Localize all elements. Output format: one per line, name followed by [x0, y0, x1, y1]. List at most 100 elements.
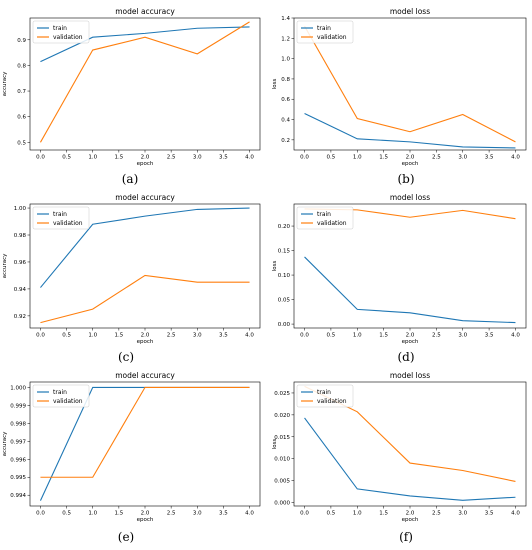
- y-tick-label: 0.7: [17, 89, 26, 95]
- legend-label-train: train: [53, 25, 67, 32]
- x-tick-label: 0.0: [300, 155, 309, 161]
- y-tick-label: 0.015: [274, 435, 290, 441]
- y-axis-label: accuracy: [2, 431, 8, 457]
- x-tick-label: 2.5: [432, 155, 441, 161]
- y-tick-label: 0.999: [10, 403, 26, 409]
- y-tick-label: 0.997: [10, 439, 26, 445]
- x-tick-label: 3.5: [485, 333, 494, 339]
- chart-title: model accuracy: [115, 7, 175, 16]
- y-tick-label: 0.994: [10, 493, 26, 499]
- x-tick-label: 0.5: [62, 511, 71, 517]
- series-line-train: [304, 112, 516, 149]
- x-tick-label: 4.0: [511, 155, 520, 161]
- caption-c: (c): [117, 350, 135, 364]
- y-tick-label: 0.998: [10, 421, 26, 427]
- x-tick-label: 2.0: [141, 511, 150, 517]
- y-tick-label: 0.92: [14, 314, 26, 320]
- x-tick-label: 1.5: [114, 155, 123, 161]
- y-tick-label: 0.025: [274, 391, 290, 397]
- x-axis-label: epoch: [137, 517, 154, 523]
- x-tick-label: 4.0: [245, 333, 254, 339]
- legend-label-validation: validation: [53, 34, 83, 41]
- x-tick-label: 2.0: [141, 155, 150, 161]
- legend-label-validation: validation: [317, 34, 347, 41]
- x-tick-label: 0.5: [327, 155, 336, 161]
- x-axis-label: epoch: [402, 517, 419, 523]
- caption-a: (a): [121, 172, 139, 186]
- x-tick-label: 3.5: [219, 333, 228, 339]
- x-tick-label: 0.5: [62, 155, 71, 161]
- caption-b: (b): [397, 172, 415, 186]
- x-tick-label: 2.5: [432, 333, 441, 339]
- y-tick-label: 0.94: [14, 287, 27, 293]
- series-line-validation: [304, 25, 516, 143]
- y-tick-label: 0.5: [17, 140, 26, 146]
- x-tick-label: 1.5: [379, 155, 388, 161]
- x-tick-label: 2.0: [406, 333, 415, 339]
- y-tick-label: 0.010: [274, 457, 290, 463]
- y-tick-label: 0.98: [14, 233, 27, 239]
- x-tick-label: 0.0: [300, 333, 309, 339]
- x-tick-label: 0.0: [36, 333, 45, 339]
- x-axis-label: epoch: [137, 161, 154, 167]
- x-tick-label: 3.5: [219, 511, 228, 517]
- y-tick-label: 0.005: [274, 479, 290, 485]
- y-tick-label: 0.020: [274, 413, 290, 419]
- y-tick-label: 0.996: [10, 457, 26, 463]
- y-tick-label: 0.05: [278, 298, 291, 304]
- x-tick-label: 0.0: [36, 511, 45, 517]
- x-tick-label: 2.5: [167, 511, 176, 517]
- y-axis-label: loss: [272, 439, 278, 450]
- y-axis-label: loss: [272, 261, 278, 272]
- legend-label-validation: validation: [53, 398, 83, 405]
- x-tick-label: 3.0: [193, 511, 202, 517]
- y-tick-label: 0.4: [281, 118, 290, 124]
- y-tick-label: 0.000: [274, 500, 290, 506]
- chart-c: model accuracy 0.0 0.5 1.0 1.5 2.0 2.5 3.0 3.5 4.…: [2, 193, 261, 345]
- legend-label-validation: validation: [317, 398, 347, 405]
- y-tick-label: 0.995: [10, 475, 26, 481]
- y-tick-label: 0.9: [17, 38, 26, 44]
- legend-label-train: train: [317, 389, 331, 396]
- series-line-validation: [40, 274, 250, 324]
- y-axis-label: accuracy: [2, 253, 8, 279]
- legend-label-train: train: [53, 211, 67, 218]
- x-tick-label: 1.0: [88, 511, 97, 517]
- chart-title: model loss: [390, 7, 430, 16]
- y-tick-label: 0.8: [17, 63, 26, 69]
- x-tick-label: 0.5: [327, 511, 336, 517]
- x-tick-label: 1.0: [353, 155, 362, 161]
- x-tick-label: 1.5: [114, 511, 123, 517]
- caption-e: (e): [117, 530, 135, 544]
- y-tick-label: 0.2: [281, 138, 290, 144]
- x-tick-label: 1.0: [353, 333, 362, 339]
- x-tick-label: 1.5: [379, 333, 388, 339]
- y-axis-label: accuracy: [2, 71, 8, 97]
- chart-a: model accuracy 0.0 0.5 1.0 1.5 2.0 2.5 3.0 3.5 4.…: [2, 7, 261, 167]
- x-tick-label: 0.5: [62, 333, 71, 339]
- x-tick-label: 2.0: [406, 511, 415, 517]
- legend-label-validation: validation: [317, 220, 347, 227]
- x-tick-label: 0.0: [36, 155, 45, 161]
- series-line-train: [304, 417, 516, 501]
- x-tick-label: 3.5: [485, 511, 494, 517]
- x-axis-label: epoch: [137, 339, 154, 345]
- y-tick-label: 0.00: [278, 322, 291, 328]
- x-axis-label: epoch: [402, 161, 419, 167]
- legend-label-train: train: [317, 211, 331, 218]
- y-tick-label: 1.00: [14, 206, 27, 212]
- x-tick-label: 3.5: [219, 155, 228, 161]
- y-tick-label: 0.96: [14, 260, 27, 266]
- y-tick-label: 0.20: [278, 224, 291, 230]
- x-tick-label: 4.0: [245, 155, 254, 161]
- x-tick-label: 4.0: [511, 511, 520, 517]
- x-tick-label: 3.0: [458, 333, 467, 339]
- y-tick-label: 1.000: [10, 385, 26, 391]
- x-tick-label: 3.0: [193, 155, 202, 161]
- chart-title: model loss: [390, 371, 430, 380]
- y-tick-label: 0.15: [278, 249, 291, 255]
- x-tick-label: 0.0: [300, 511, 309, 517]
- y-tick-label: 0.6: [281, 97, 290, 103]
- x-tick-label: 1.5: [379, 511, 388, 517]
- x-tick-label: 2.5: [167, 155, 176, 161]
